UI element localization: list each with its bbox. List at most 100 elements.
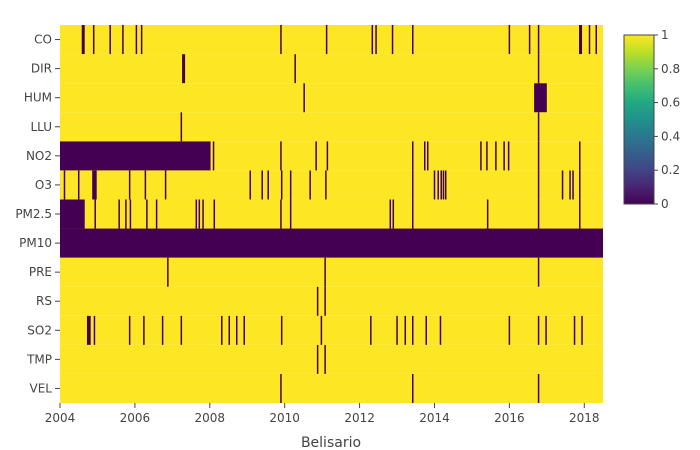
y-tick-label: NO2 <box>26 149 52 163</box>
heatmap-cell-missing <box>325 25 328 55</box>
x-axis: 2004 2006 2008 2010 2012 2014 2016 2018 <box>45 403 600 425</box>
x-tick-label: 2016 <box>494 411 525 425</box>
heatmap-cell-background <box>60 199 603 229</box>
colorbar-tick-label: 0.4 <box>661 129 680 143</box>
heatmap-cell-missing <box>534 83 547 113</box>
colorbar-tick-label: 1 <box>661 28 669 42</box>
heatmap-row-tmp <box>60 344 603 374</box>
heatmap-cell-missing <box>486 141 488 171</box>
heatmap-cell-missing <box>77 170 80 200</box>
heatmap-cell-missing <box>243 315 245 345</box>
heatmap-cell-missing <box>315 141 317 171</box>
heatmap-cell-background <box>60 83 603 113</box>
heatmap-cell-missing <box>155 199 158 229</box>
heatmap-row-pm25 <box>60 199 603 229</box>
heatmap-cell-missing <box>180 112 183 142</box>
heatmap-cell-missing <box>86 315 91 345</box>
heatmap-cell-background <box>60 315 603 345</box>
heatmap-cell-missing <box>236 315 238 345</box>
heatmap-cell-missing <box>440 170 442 200</box>
heatmap-cell-missing <box>412 141 414 171</box>
x-tick-label: 2008 <box>195 411 226 425</box>
heatmap-cell-missing <box>92 170 97 200</box>
y-axis: VEL TMP SO2 RS PRE PM10 PM2.5 O3 NO2 LLU HUM DIR CO <box>15 33 60 395</box>
colorbar-tick-label: 0 <box>661 197 669 211</box>
x-tick-label: 2006 <box>120 411 151 425</box>
heatmap-cell-missing <box>261 170 263 200</box>
heatmap-cell-missing <box>503 141 505 171</box>
heatmap-cell-missing <box>94 199 96 229</box>
heatmap-cell-missing <box>412 25 414 55</box>
heatmap-cell-missing <box>412 199 414 229</box>
heatmap-row-pre <box>60 257 603 287</box>
heatmap-cell-missing <box>202 199 204 229</box>
heatmap-cell-missing <box>280 315 283 345</box>
heatmap-cell-missing <box>316 344 319 374</box>
heatmap-row-llu <box>60 112 603 142</box>
heatmap-cell-missing <box>63 170 66 200</box>
heatmap-cell-missing <box>129 199 132 229</box>
heatmap-cell-missing <box>182 54 186 84</box>
heatmap-cell-missing <box>81 25 85 55</box>
heatmap-cell-missing <box>396 315 398 345</box>
heatmap-cell-missing <box>508 315 511 345</box>
heatmap-cell-missing <box>423 141 426 171</box>
heatmap-cell-missing <box>404 315 407 345</box>
heatmap-cell-missing <box>143 315 145 345</box>
heatmap-cell-missing <box>167 257 169 287</box>
heatmap-cell-missing <box>392 199 395 229</box>
heatmap-cell-missing <box>324 344 326 374</box>
heatmap-cell-missing <box>375 25 377 55</box>
x-tick-label: 2010 <box>269 411 300 425</box>
y-tick-label: DIR <box>31 62 52 76</box>
heatmap-cell-missing <box>439 315 442 345</box>
heatmap-cell-missing <box>537 373 540 403</box>
heatmap-cell-missing <box>480 141 482 171</box>
heatmap-cell-missing <box>595 25 598 55</box>
y-tick-label: HUM <box>24 91 52 105</box>
heatmap-cell-missing <box>579 141 581 171</box>
heatmap-cell-missing <box>324 257 326 287</box>
heatmap-cell-missing <box>140 25 143 55</box>
colorbar-tick-label: 0.8 <box>661 62 680 76</box>
colorbar-gradient <box>623 34 655 205</box>
heatmap-cell-missing <box>221 315 223 345</box>
heatmap-row-co <box>60 25 603 55</box>
heatmap-cell-missing <box>412 373 414 403</box>
heatmap-row-so2 <box>60 315 603 345</box>
heatmap-cell-missing <box>93 315 96 345</box>
heatmap-cell-missing <box>128 315 131 345</box>
heatmap-cell-missing <box>198 199 201 229</box>
heatmap-cell-background <box>60 286 603 316</box>
heatmap-row-pm10 <box>60 228 603 258</box>
heatmap-cell-missing <box>280 199 282 229</box>
heatmap-cell-missing <box>412 315 414 345</box>
heatmap-cell-missing <box>303 83 305 113</box>
heatmap-row-o3 <box>60 170 603 200</box>
y-tick-label: LLU <box>30 120 52 134</box>
heatmap-cell-missing <box>537 199 540 229</box>
heatmap-cell-missing <box>128 170 131 200</box>
heatmap-cell-missing <box>579 170 581 200</box>
y-tick-label: TMP <box>26 352 52 366</box>
heatmap-cell-missing <box>537 25 540 55</box>
heatmap-cell-missing <box>146 199 148 229</box>
heatmap-cell-background <box>60 112 603 142</box>
y-tick-label: O3 <box>35 178 52 192</box>
x-axis-title: Belisario <box>301 435 361 450</box>
y-tick-label: PRE <box>29 265 52 279</box>
heatmap-cell-missing <box>267 170 269 200</box>
heatmap-cell-missing <box>109 25 111 55</box>
heatmap-cell-missing <box>122 25 124 55</box>
heatmap-cell-missing <box>118 199 120 229</box>
heatmap-cell-missing <box>249 170 251 200</box>
heatmap-cell-missing <box>389 199 392 229</box>
x-tick-label: 2018 <box>569 411 600 425</box>
y-tick-label: PM10 <box>19 236 52 250</box>
heatmap-cell-missing <box>316 286 319 316</box>
heatmap-cell-missing <box>391 25 394 55</box>
heatmap-cell-missing <box>92 25 95 55</box>
heatmap-row-dir <box>60 54 603 84</box>
heatmap-cell-missing <box>135 25 138 55</box>
